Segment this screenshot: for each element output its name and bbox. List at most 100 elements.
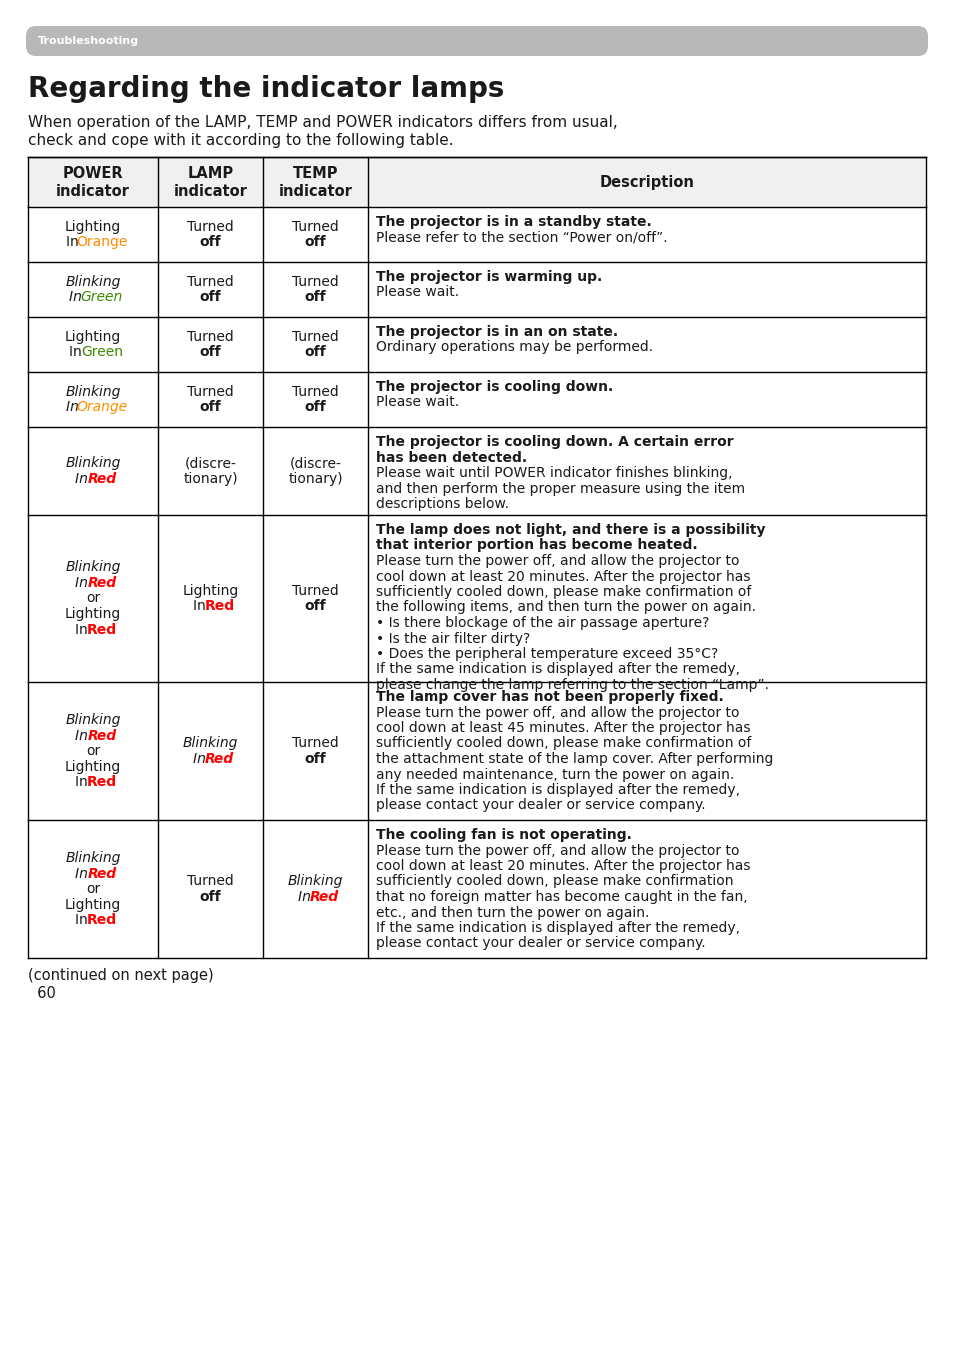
Text: Blinking: Blinking — [65, 560, 121, 575]
Text: off: off — [304, 599, 326, 614]
Text: • Is there blockage of the air passage aperture?: • Is there blockage of the air passage a… — [375, 616, 709, 630]
Text: please contact your dealer or service company.: please contact your dealer or service co… — [375, 936, 705, 951]
Text: The cooling fan is not operating.: The cooling fan is not operating. — [375, 828, 631, 842]
Bar — [28, 156, 925, 206]
Text: Red: Red — [88, 576, 116, 590]
Bar — [28, 683, 925, 820]
Text: The projector is in an on state.: The projector is in an on state. — [375, 325, 618, 339]
Text: If the same indication is displayed after the remedy,: If the same indication is displayed afte… — [375, 782, 740, 797]
Text: that no foreign matter has become caught in the fan,: that no foreign matter has become caught… — [375, 890, 747, 904]
Text: tionary): tionary) — [288, 472, 342, 486]
Bar — [28, 820, 925, 958]
Text: Lighting: Lighting — [65, 759, 121, 773]
Text: sufficiently cooled down, please make confirmation of: sufficiently cooled down, please make co… — [375, 585, 751, 599]
Text: Please wait until POWER indicator finishes blinking,: Please wait until POWER indicator finish… — [375, 465, 732, 480]
Text: Red: Red — [87, 774, 117, 789]
Text: off: off — [304, 235, 326, 250]
Text: cool down at least 20 minutes. After the projector has: cool down at least 20 minutes. After the… — [375, 859, 750, 873]
Text: or: or — [86, 745, 100, 758]
Text: In: In — [67, 235, 84, 250]
Text: Red: Red — [88, 866, 116, 881]
Text: off: off — [199, 890, 221, 904]
Text: TEMP
indicator: TEMP indicator — [278, 166, 352, 198]
Text: LAMP
indicator: LAMP indicator — [173, 166, 247, 198]
Text: Turned: Turned — [187, 329, 233, 344]
Text: Lighting: Lighting — [182, 584, 238, 598]
Text: In: In — [75, 622, 92, 637]
Text: In: In — [75, 774, 92, 789]
Text: Turned: Turned — [292, 584, 338, 598]
Text: the attachment state of the lamp cover. After performing: the attachment state of the lamp cover. … — [375, 751, 773, 766]
Text: cool down at least 45 minutes. After the projector has: cool down at least 45 minutes. After the… — [375, 720, 750, 735]
Text: that interior portion has become heated.: that interior portion has become heated. — [375, 538, 697, 553]
Text: and then perform the proper measure using the item: and then perform the proper measure usin… — [375, 482, 744, 495]
Text: Orange: Orange — [76, 401, 128, 414]
Bar — [28, 372, 925, 428]
Text: Turned: Turned — [292, 329, 338, 344]
Text: off: off — [199, 345, 221, 359]
Text: off: off — [304, 751, 326, 766]
Text: The lamp cover has not been properly fixed.: The lamp cover has not been properly fix… — [375, 689, 723, 704]
Text: Please turn the power off, and allow the projector to: Please turn the power off, and allow the… — [375, 706, 739, 719]
Text: etc., and then turn the power on again.: etc., and then turn the power on again. — [375, 905, 649, 920]
Text: Red: Red — [88, 728, 116, 742]
Text: Blinking: Blinking — [65, 456, 121, 471]
Text: In: In — [75, 576, 92, 590]
Text: Green: Green — [81, 345, 123, 359]
Text: Troubleshooting: Troubleshooting — [38, 36, 139, 46]
Text: In: In — [193, 599, 210, 614]
Text: any needed maintenance, turn the power on again.: any needed maintenance, turn the power o… — [375, 768, 734, 781]
Text: In: In — [193, 751, 210, 766]
Text: off: off — [304, 345, 326, 359]
Text: off: off — [304, 290, 326, 305]
Text: tionary): tionary) — [183, 472, 237, 486]
Text: Lighting: Lighting — [65, 897, 121, 912]
Text: please contact your dealer or service company.: please contact your dealer or service co… — [375, 799, 705, 812]
Text: Lighting: Lighting — [65, 329, 121, 344]
Text: Red: Red — [87, 913, 117, 927]
FancyBboxPatch shape — [26, 26, 927, 57]
Text: Turned: Turned — [292, 220, 338, 233]
Text: Green: Green — [81, 290, 123, 305]
Text: Turned: Turned — [187, 874, 233, 888]
Text: has been detected.: has been detected. — [375, 451, 527, 464]
Text: Turned: Turned — [187, 275, 233, 289]
Text: Lighting: Lighting — [65, 607, 121, 621]
Text: (discre-: (discre- — [290, 456, 341, 471]
Text: off: off — [199, 401, 221, 414]
Text: In: In — [75, 728, 92, 742]
Text: please change the lamp referring to the section “Lamp”.: please change the lamp referring to the … — [375, 679, 768, 692]
Text: or: or — [86, 591, 100, 606]
Text: The projector is cooling down.: The projector is cooling down. — [375, 380, 613, 394]
Text: Turned: Turned — [187, 384, 233, 399]
Text: 60: 60 — [28, 986, 56, 1001]
Text: Red: Red — [87, 622, 117, 637]
Text: Blinking: Blinking — [288, 874, 343, 888]
Text: Description: Description — [598, 174, 694, 189]
Text: In: In — [70, 345, 87, 359]
Text: In: In — [70, 290, 87, 305]
Text: descriptions below.: descriptions below. — [375, 496, 509, 511]
Text: If the same indication is displayed after the remedy,: If the same indication is displayed afte… — [375, 921, 740, 935]
Text: Lighting: Lighting — [65, 220, 121, 233]
Text: Red: Red — [205, 751, 233, 766]
Text: sufficiently cooled down, please make confirmation: sufficiently cooled down, please make co… — [375, 874, 733, 889]
Text: Please refer to the section “Power on/off”.: Please refer to the section “Power on/of… — [375, 231, 667, 244]
Text: or: or — [86, 882, 100, 896]
Text: In: In — [67, 401, 84, 414]
Text: • Does the peripheral temperature exceed 35°C?: • Does the peripheral temperature exceed… — [375, 648, 718, 661]
Text: Please wait.: Please wait. — [375, 286, 458, 299]
Text: off: off — [199, 290, 221, 305]
Text: the following items, and then turn the power on again.: the following items, and then turn the p… — [375, 600, 755, 615]
Text: Regarding the indicator lamps: Regarding the indicator lamps — [28, 76, 504, 103]
Text: Red: Red — [204, 599, 234, 614]
Text: Red: Red — [88, 472, 116, 486]
Text: Please turn the power off, and allow the projector to: Please turn the power off, and allow the… — [375, 554, 739, 568]
Text: Blinking: Blinking — [65, 714, 121, 727]
Text: If the same indication is displayed after the remedy,: If the same indication is displayed afte… — [375, 662, 740, 676]
Text: In: In — [297, 890, 314, 904]
Text: Blinking: Blinking — [65, 384, 121, 399]
Text: Turned: Turned — [292, 384, 338, 399]
Text: sufficiently cooled down, please make confirmation of: sufficiently cooled down, please make co… — [375, 737, 751, 750]
Text: Please wait.: Please wait. — [375, 395, 458, 410]
